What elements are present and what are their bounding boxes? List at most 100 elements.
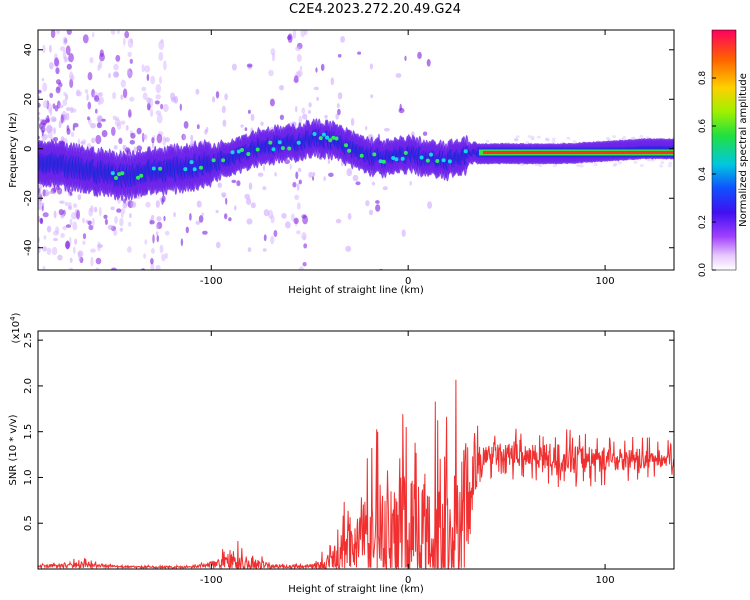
noise-blob (337, 92, 343, 100)
noise-blob (108, 72, 111, 79)
noise-blob (527, 135, 532, 138)
colorbar-tick-label: 0.6 (698, 119, 708, 134)
noise-blob (593, 163, 598, 167)
noise-blob (53, 237, 58, 242)
noise-blob (76, 90, 82, 97)
noise-blob (323, 176, 326, 182)
noise-blob (50, 30, 56, 39)
noise-blob (179, 103, 182, 111)
noise-blob (247, 109, 251, 114)
ridge-core (183, 167, 188, 172)
noise-blob (151, 137, 155, 144)
noise-blob (156, 113, 163, 124)
noise-blob (365, 126, 368, 131)
noise-blob (189, 140, 195, 147)
noise-blob (308, 171, 314, 178)
noise-blob (60, 114, 64, 124)
noise-blob (195, 220, 201, 225)
x-tick-label: -100 (200, 276, 223, 287)
noise-blob (90, 122, 96, 129)
colorbar: 0.0 0.2 0.4 0.6 0.8 Normalized spectral ampl… (698, 29, 749, 277)
noise-blob (225, 197, 228, 205)
ridge-core (419, 155, 424, 160)
ridge-core (321, 132, 326, 137)
snr-ylabel: SNR (10 * v/v) (8, 414, 19, 485)
noise-blob (246, 63, 253, 68)
noise-blob (164, 252, 168, 259)
noise-blob (58, 209, 64, 216)
noise-blob (68, 53, 74, 63)
y-tick-label: 1.5 (23, 424, 34, 440)
noise-blob (50, 116, 57, 123)
noise-blob (129, 96, 135, 102)
noise-blob (127, 246, 132, 253)
noise-blob (180, 238, 184, 247)
noise-blob (291, 213, 295, 222)
noise-blob (422, 131, 428, 136)
noise-blob (303, 235, 306, 241)
noise-blob (152, 234, 155, 244)
noise-blob (551, 140, 556, 144)
noise-blob (231, 179, 237, 184)
noise-blob (136, 145, 143, 151)
noise-blob (411, 131, 415, 138)
noise-blob (269, 98, 275, 107)
ridge-stable-core (483, 150, 674, 154)
noise-blob (155, 231, 159, 236)
ridge-core (331, 135, 336, 140)
noise-blob (141, 86, 147, 92)
noise-blob (38, 198, 42, 206)
noise-blob (122, 202, 128, 209)
noise-blob (281, 213, 287, 219)
noise-blob (224, 93, 228, 101)
noise-blob (42, 133, 48, 141)
noise-blob (113, 145, 118, 150)
ridge-core (221, 158, 226, 163)
noise-blob (215, 209, 219, 214)
noise-blob (303, 243, 308, 249)
noise-blob (159, 76, 162, 85)
ridge-core (344, 143, 348, 148)
noise-blob (98, 60, 103, 69)
noise-blob (150, 75, 156, 85)
noise-blob (222, 119, 227, 127)
snr-xlabel: Height of straight line (km) (288, 584, 424, 595)
noise-blob (395, 73, 402, 78)
noise-blob (49, 62, 54, 70)
spectrogram-ylabel: Frequency (Hz) (8, 112, 19, 188)
colorbar-tick-label: 0.8 (698, 71, 708, 86)
noise-blob (195, 88, 200, 95)
noise-blob (257, 172, 264, 177)
noise-blob (163, 215, 166, 222)
noise-blob (66, 107, 71, 112)
noise-blob (335, 218, 342, 224)
noise-blob (234, 205, 237, 211)
noise-blob (136, 127, 142, 135)
noise-blob (90, 256, 94, 267)
noise-blob (273, 230, 278, 237)
noise-blob (124, 147, 131, 153)
noise-blob (41, 78, 45, 82)
noise-blob (120, 79, 127, 88)
noise-blob (42, 265, 46, 270)
noise-blob (173, 95, 179, 104)
noise-blob (274, 172, 277, 177)
ridge-core (325, 135, 330, 140)
noise-blob (370, 94, 374, 99)
noise-blob (260, 121, 264, 126)
noise-blob (155, 264, 161, 270)
noise-blob (630, 136, 635, 140)
spectrogram-frame (37, 29, 675, 271)
noise-blob (231, 63, 237, 71)
noise-blob (183, 121, 189, 129)
noise-blob (45, 189, 49, 197)
ridge-core (378, 159, 383, 164)
noise-blob (110, 206, 115, 211)
noise-blob (129, 213, 132, 219)
noise-blob (130, 132, 136, 139)
noise-blob (95, 267, 100, 270)
ridge-core (435, 159, 440, 163)
ridge-core (318, 136, 323, 141)
noise-blob (162, 103, 169, 113)
noise-blob (88, 207, 93, 217)
